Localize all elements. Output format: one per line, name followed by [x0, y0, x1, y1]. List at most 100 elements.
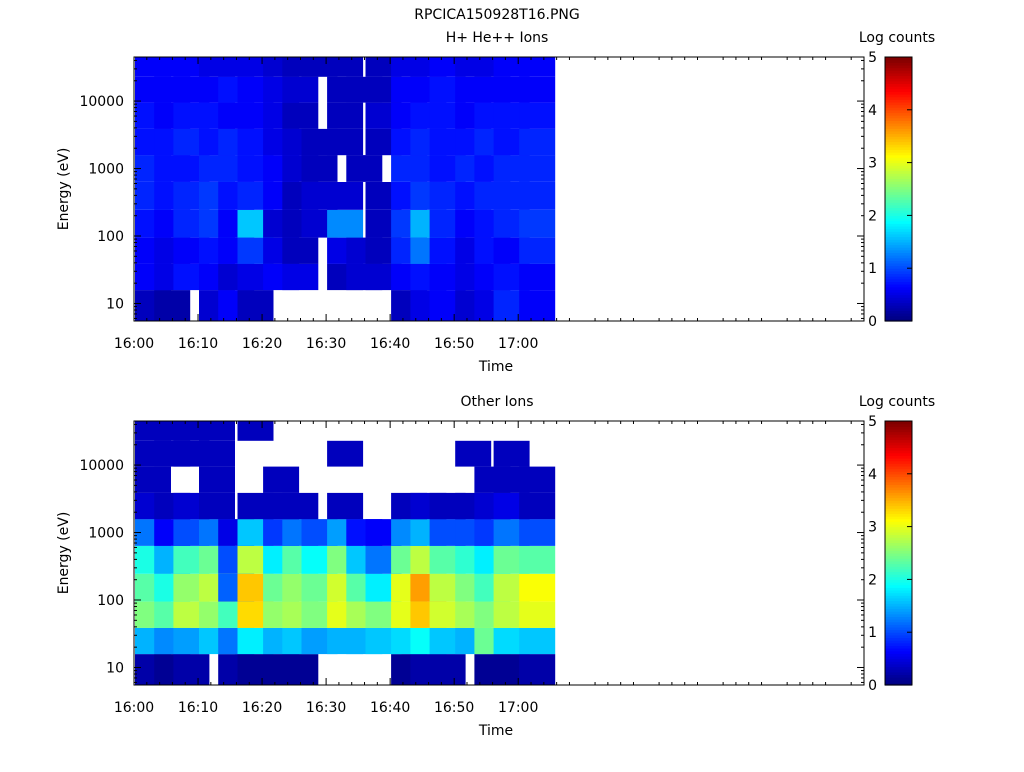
colorbar-segment [885, 159, 912, 164]
colorbar-segment [885, 281, 912, 285]
colorbar-segment [885, 619, 912, 623]
x-tick-label: 16:20 [242, 336, 282, 352]
colorbar-segment [885, 605, 912, 610]
colorbar-segment [885, 212, 912, 216]
colorbar-segment [885, 104, 912, 108]
y-axis-label: Energy (eV) [56, 512, 72, 595]
colorbar-segment [885, 144, 912, 148]
y-tick-label: 100 [97, 229, 124, 245]
colorbar-segment [885, 75, 912, 79]
colorbar-segment [885, 523, 912, 528]
colorbar-segment [885, 173, 912, 177]
colorbar-segment [885, 141, 912, 145]
colorbar-segment [885, 270, 912, 275]
h-he-ions-panel: H+ He++ Ions Log counts Time Energy (eV)… [56, 30, 935, 375]
heatmap-cells [135, 421, 556, 685]
heatmap-cell [199, 421, 235, 441]
colorbar-segment [885, 613, 912, 617]
colorbar-segment [885, 471, 912, 475]
x-tick-label: 17:00 [498, 336, 538, 352]
heatmap-cell [282, 102, 319, 129]
colorbar-segment [885, 500, 912, 504]
colorbar-segment [885, 463, 912, 467]
colorbar-segment [885, 273, 912, 277]
colorbar-segment [885, 294, 912, 298]
colorbar-segment [885, 442, 912, 446]
colorbar-segment [885, 252, 912, 256]
heatmap-cell [429, 654, 466, 685]
panel-title: H+ He++ Ions [446, 30, 549, 46]
colorbar-segment [885, 128, 912, 132]
colorbar-segment [885, 318, 912, 322]
colorbar-segment [885, 265, 912, 269]
x-tick-label: 16:50 [434, 700, 474, 716]
colorbar-tick-label: 2 [868, 208, 877, 224]
colorbar-segment [885, 611, 912, 615]
colorbar-segment [885, 239, 912, 243]
colorbar-segment [885, 434, 912, 438]
x-tick-label: 16:10 [178, 336, 218, 352]
y-tick-label: 10 [106, 296, 124, 312]
colorbar-tick-label: 2 [868, 572, 877, 588]
heatmap-cell [301, 155, 338, 182]
colorbar-segment [885, 133, 912, 137]
colorbar-segment [885, 167, 912, 172]
colorbar-segment [885, 608, 912, 612]
y-tick-label: 1000 [88, 162, 124, 178]
colorbar-segment [885, 529, 912, 533]
heatmap-cells [135, 57, 556, 321]
heatmap-cell [282, 237, 319, 264]
y-tick-label: 10000 [79, 94, 124, 110]
colorbar-segment [885, 626, 912, 631]
colorbar-segment [885, 154, 912, 158]
x-tick-label: 16:00 [114, 700, 154, 716]
colorbar-segment [885, 215, 912, 219]
colorbar-segment [885, 645, 912, 649]
colorbar-segment [885, 505, 912, 509]
colorbar-segment [885, 576, 912, 580]
colorbar-segment [885, 225, 912, 230]
colorbar-segment [885, 181, 912, 185]
heatmap-cell [455, 440, 492, 467]
heatmap-cell [327, 102, 364, 129]
colorbar-segment [885, 67, 912, 71]
colorbar-segment [885, 481, 912, 485]
colorbar-segment [885, 207, 912, 211]
colorbar-segment [885, 510, 912, 514]
colorbar-tick-label: 0 [868, 314, 877, 330]
colorbar-segment [885, 658, 912, 662]
colorbar-segment [885, 679, 912, 683]
colorbar-segment [885, 550, 912, 554]
colorbar-segment [885, 199, 912, 203]
y-tick-label: 10000 [79, 458, 124, 474]
colorbar-segment [885, 452, 912, 456]
other-ions-panel: Other Ions Log counts Time Energy (eV) 1… [56, 394, 935, 739]
heatmap-cell [519, 57, 556, 77]
colorbar-segment [885, 96, 912, 100]
colorbar-segment [885, 268, 912, 272]
colorbar-segment [885, 444, 912, 448]
colorbar-segment [885, 542, 912, 546]
colorbar-segment [885, 284, 912, 288]
colorbar-segment [885, 669, 912, 673]
panel-title: Other Ions [460, 394, 533, 410]
colorbar-segment [885, 183, 912, 187]
colorbar-segment [885, 120, 912, 124]
colorbar-segment [885, 170, 912, 174]
x-axis-label: Time [478, 723, 513, 739]
colorbar-segment [885, 663, 912, 668]
colorbar-segment [885, 178, 912, 182]
colorbar-segment [885, 526, 912, 530]
colorbar-segment [885, 125, 912, 129]
colorbar-tick-label: 0 [868, 678, 877, 694]
heatmap-cell [237, 290, 274, 321]
heatmap-cell [519, 573, 556, 602]
x-tick-label: 16:40 [370, 336, 410, 352]
colorbar-segment [885, 310, 912, 314]
axes: 16:00 16:10 16:20 16:30 16:40 16:50 17:00 10 100… [79, 56, 865, 352]
colorbar-segment [885, 218, 912, 222]
heatmap-cell [519, 128, 556, 156]
colorbar-segment [885, 677, 912, 681]
colorbar-tick-label: 3 [868, 520, 877, 536]
